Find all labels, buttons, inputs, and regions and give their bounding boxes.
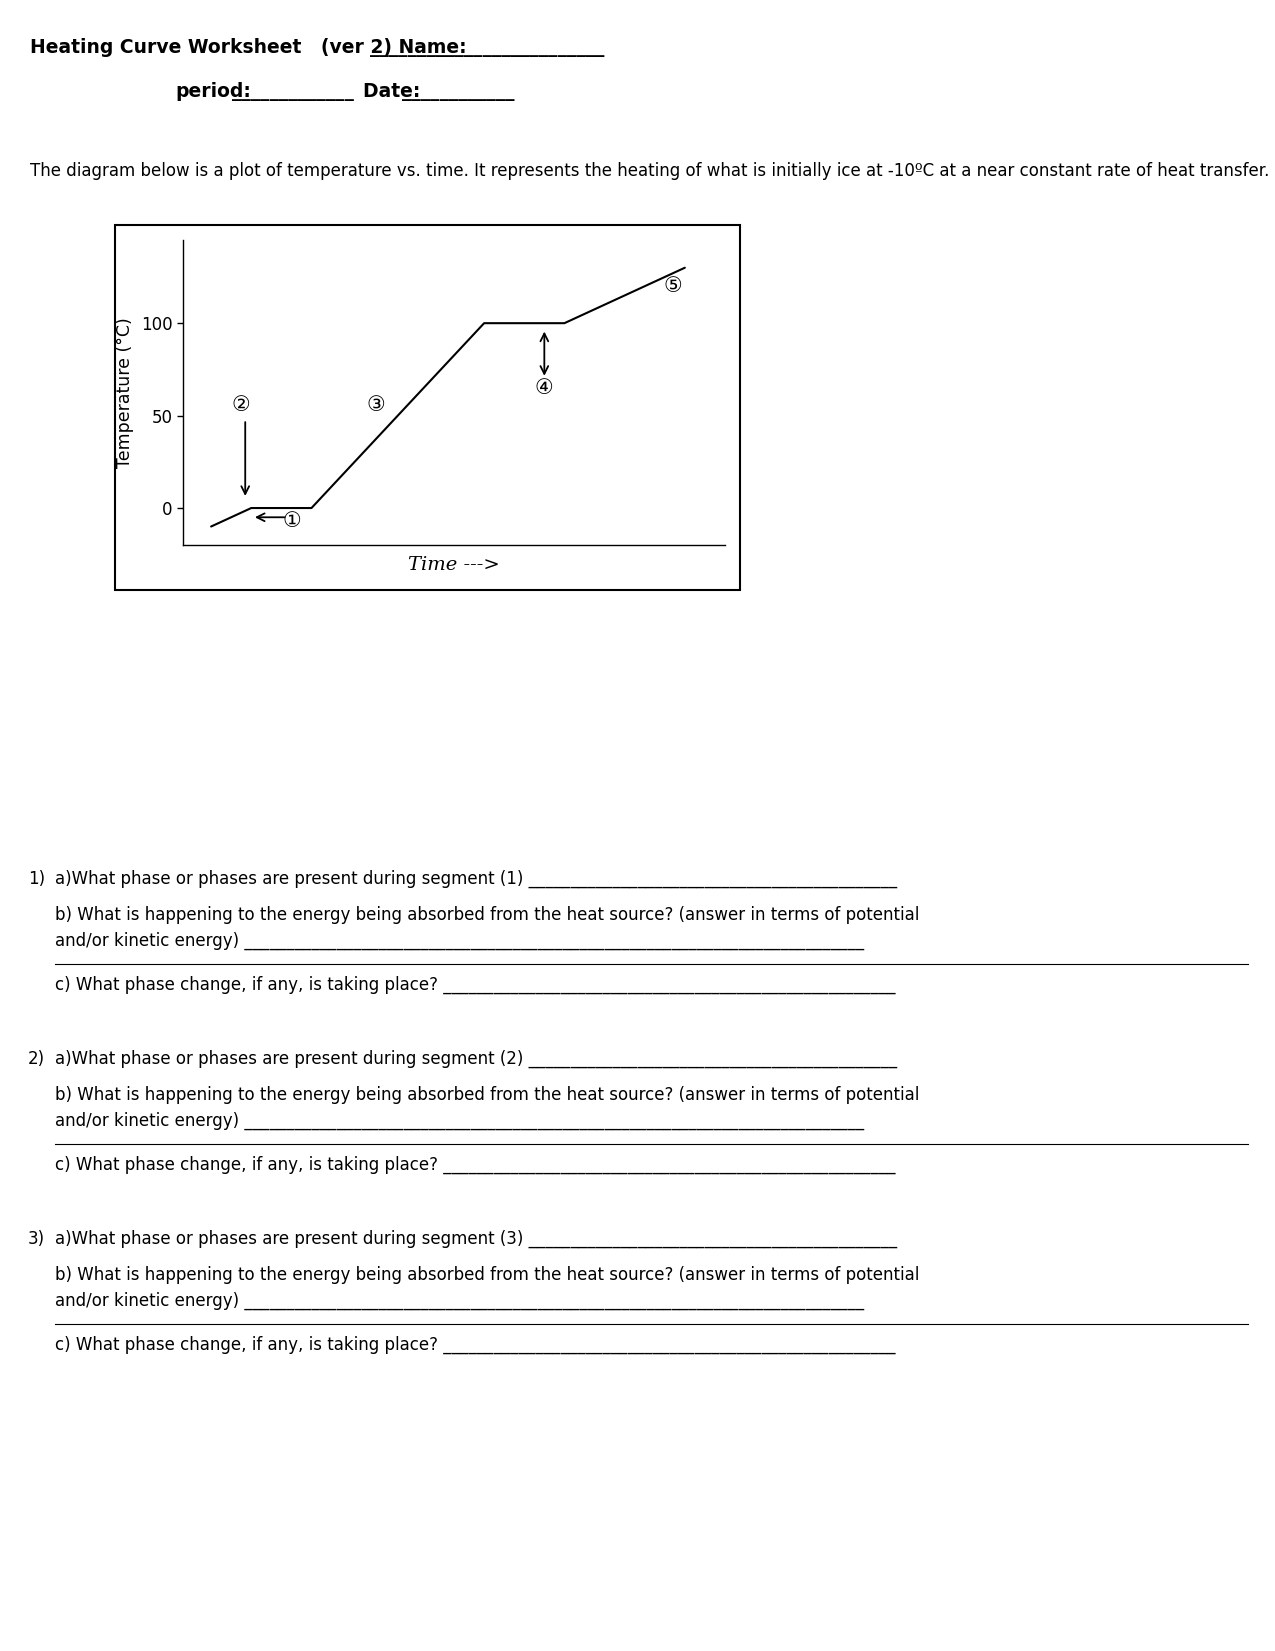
Text: 2): 2) (28, 1050, 45, 1068)
Text: The diagram below is a plot of temperature vs. time. It represents the heating o: The diagram below is a plot of temperatu… (31, 162, 1270, 180)
Text: a)What phase or phases are present during segment (2) __________________________: a)What phase or phases are present durin… (55, 1050, 898, 1068)
Text: ③: ③ (366, 395, 385, 414)
X-axis label: Time --->: Time ---> (408, 556, 500, 575)
Y-axis label: Temperature (°C): Temperature (°C) (116, 317, 134, 467)
Text: and/or kinetic energy) _________________________________________________________: and/or kinetic energy) _________________… (55, 933, 864, 951)
Text: b) What is happening to the energy being absorbed from the heat source? (answer : b) What is happening to the energy being… (55, 1086, 919, 1105)
Text: ①: ① (282, 510, 301, 532)
Text: _________________________: _________________________ (370, 38, 604, 58)
Text: and/or kinetic energy) _________________________________________________________: and/or kinetic energy) _________________… (55, 1293, 864, 1311)
Text: a)What phase or phases are present during segment (3) __________________________: a)What phase or phases are present durin… (55, 1230, 898, 1248)
Text: c) What phase change, if any, is taking place? _________________________________: c) What phase change, if any, is taking … (55, 1156, 895, 1174)
Bar (115, 225, 740, 589)
Text: 3): 3) (28, 1230, 45, 1248)
Text: b) What is happening to the energy being absorbed from the heat source? (answer : b) What is happening to the energy being… (55, 906, 919, 925)
Text: 1): 1) (28, 870, 45, 888)
Text: _____________: _____________ (232, 83, 354, 101)
Text: and/or kinetic energy) _________________________________________________________: and/or kinetic energy) _________________… (55, 1113, 864, 1131)
Text: ⑤: ⑤ (663, 276, 682, 296)
Text: ②: ② (232, 395, 251, 414)
Text: Heating Curve Worksheet   (ver 2) Name:: Heating Curve Worksheet (ver 2) Name: (31, 38, 467, 58)
Text: c) What phase change, if any, is taking place? _________________________________: c) What phase change, if any, is taking … (55, 976, 895, 994)
Text: period:: period: (175, 83, 251, 101)
Text: ____________: ____________ (402, 83, 515, 101)
Text: ④: ④ (536, 378, 553, 398)
Text: b) What is happening to the energy being absorbed from the heat source? (answer : b) What is happening to the energy being… (55, 1266, 919, 1284)
Text: c) What phase change, if any, is taking place? _________________________________: c) What phase change, if any, is taking … (55, 1336, 895, 1354)
Text: Date:: Date: (337, 83, 421, 101)
Text: a)What phase or phases are present during segment (1) __________________________: a)What phase or phases are present durin… (55, 870, 898, 888)
